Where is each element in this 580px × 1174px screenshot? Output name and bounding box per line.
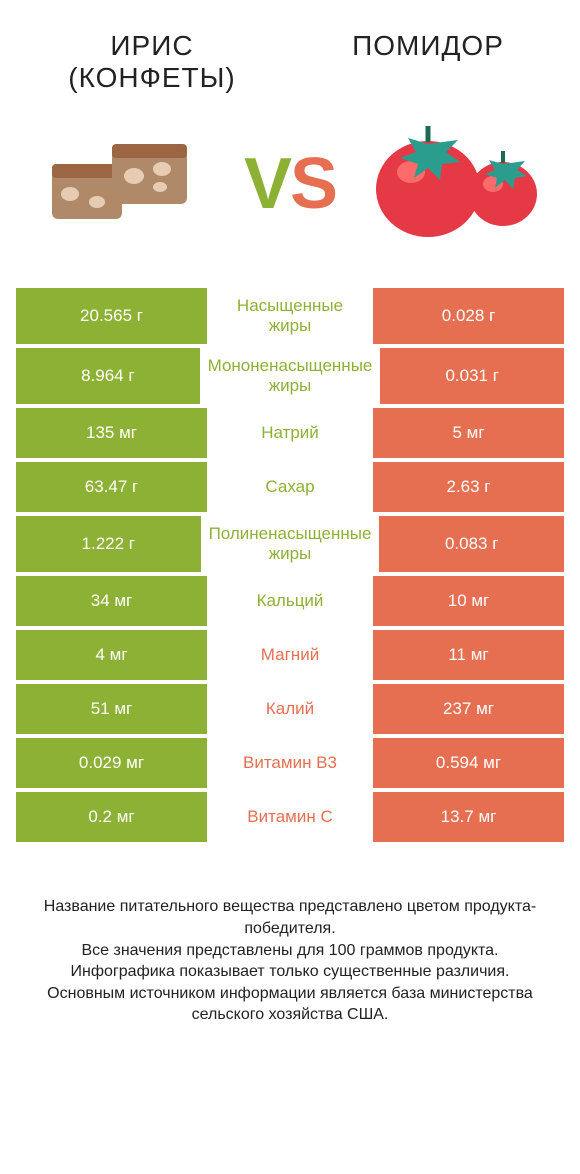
nutrient-label-cell: Натрий (209, 406, 371, 460)
title-text: ПОМИДОР (352, 30, 504, 61)
vs-v: V (244, 143, 290, 225)
table-row: 135 мгНатрий5 мг (14, 406, 566, 460)
title-text: ИРИС (110, 30, 193, 61)
left-value-cell: 63.47 г (14, 460, 209, 514)
right-value-cell: 0.028 г (371, 286, 566, 346)
left-value-cell: 20.565 г (14, 286, 209, 346)
infographic-container: ИРИС (КОНФЕТЫ) ПОМИДОР (0, 0, 580, 1056)
right-value-cell: 237 мг (371, 682, 566, 736)
left-value-cell: 8.964 г (14, 346, 202, 406)
left-value-cell: 4 мг (14, 628, 209, 682)
right-value-cell: 0.594 мг (371, 736, 566, 790)
nutrient-label-cell: Витамин B3 (209, 736, 371, 790)
left-value-cell: 1.222 г (14, 514, 203, 574)
nutrient-label-cell: Кальций (209, 574, 371, 628)
nutrient-label-cell: Полиненасыщенные жиры (203, 514, 378, 574)
left-value-cell: 0.2 мг (14, 790, 209, 844)
toffee-icon (37, 119, 207, 249)
left-value-cell: 51 мг (14, 682, 209, 736)
nutrient-label-cell: Мононенасыщенные жиры (202, 346, 379, 406)
left-product-image (32, 114, 212, 254)
table-row: 4 мгМагний11 мг (14, 628, 566, 682)
vs-s: S (290, 143, 336, 225)
right-value-cell: 2.63 г (371, 460, 566, 514)
footnote-line: Все значения представлены для 100 граммо… (22, 940, 558, 962)
table-row: 0.2 мгВитамин C13.7 мг (14, 790, 566, 844)
right-product-title: ПОМИДОР (328, 30, 528, 94)
footnote-line: Основным источником информации является … (22, 983, 558, 1026)
table-row: 51 мгКалий237 мг (14, 682, 566, 736)
nutrient-label-cell: Насыщенные жиры (209, 286, 371, 346)
titles-row: ИРИС (КОНФЕТЫ) ПОМИДОР (12, 0, 568, 104)
nutrient-label-cell: Сахар (209, 460, 371, 514)
right-value-cell: 11 мг (371, 628, 566, 682)
left-value-cell: 34 мг (14, 574, 209, 628)
nutrient-table: 20.565 гНасыщенные жиры0.028 г8.964 гМон… (12, 284, 568, 846)
left-value-cell: 135 мг (14, 406, 209, 460)
table-row: 20.565 гНасыщенные жиры0.028 г (14, 286, 566, 346)
table-row: 8.964 гМононенасыщенные жиры0.031 г (14, 346, 566, 406)
right-value-cell: 0.031 г (378, 346, 566, 406)
vs-label: VS (244, 143, 336, 225)
table-row: 63.47 гСахар2.63 г (14, 460, 566, 514)
left-value-cell: 0.029 мг (14, 736, 209, 790)
footnote: Название питательного вещества представл… (12, 846, 568, 1026)
table-row: 1.222 гПолиненасыщенные жиры0.083 г (14, 514, 566, 574)
images-row: VS (12, 104, 568, 284)
right-value-cell: 10 мг (371, 574, 566, 628)
table-row: 34 мгКальций10 мг (14, 574, 566, 628)
table-row: 0.029 мгВитамин B30.594 мг (14, 736, 566, 790)
title-text: (КОНФЕТЫ) (68, 62, 236, 93)
tomato-icon (368, 114, 548, 254)
right-value-cell: 0.083 г (377, 514, 566, 574)
footnote-line: Инфографика показывает только существенн… (22, 961, 558, 983)
nutrient-label-cell: Витамин C (209, 790, 371, 844)
left-product-title: ИРИС (КОНФЕТЫ) (52, 30, 252, 94)
nutrient-label-cell: Калий (209, 682, 371, 736)
right-value-cell: 13.7 мг (371, 790, 566, 844)
right-product-image (368, 114, 548, 254)
footnote-line: Название питательного вещества представл… (22, 896, 558, 939)
nutrient-label-cell: Магний (209, 628, 371, 682)
right-value-cell: 5 мг (371, 406, 566, 460)
